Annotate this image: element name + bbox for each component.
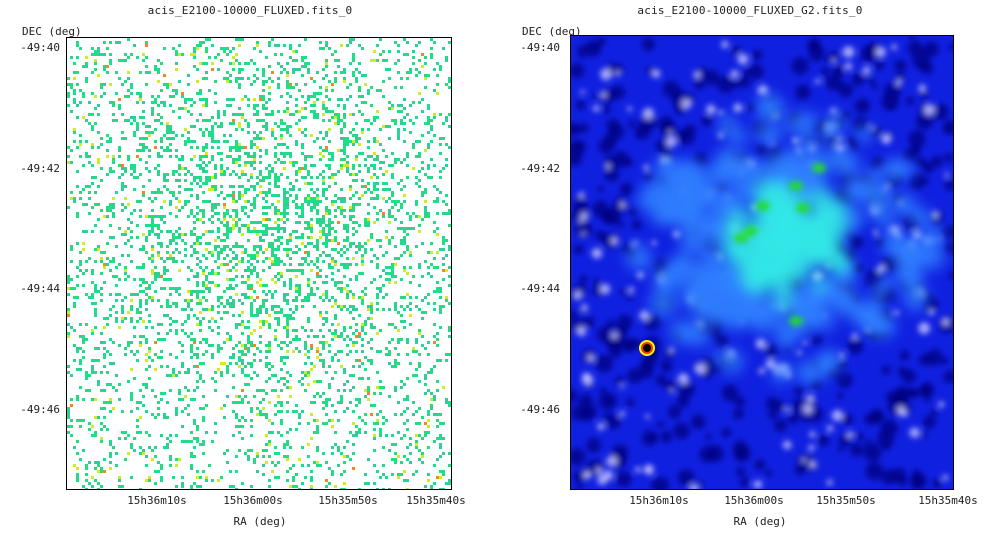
right-ytick-1: -49:40: [520, 41, 560, 54]
left-ytick-1: -49:40: [20, 41, 60, 54]
left-counts-image: [67, 38, 451, 489]
left-image-panel: acis_E2100-10000_FLUXED.fits_0 DEC (deg)…: [20, 4, 466, 528]
left-ytick-4: -49:46: [20, 403, 60, 416]
left-xtick-4: 15h35m40s: [406, 494, 466, 507]
right-xtick-1: 15h36m10s: [629, 494, 689, 507]
left-xtick-3: 15h35m50s: [318, 494, 378, 507]
left-ytick-2: -49:42: [20, 162, 60, 175]
right-xtick-3: 15h35m50s: [816, 494, 876, 507]
left-xtick-1: 15h36m10s: [127, 494, 187, 507]
right-ytick-3: -49:44: [520, 282, 560, 295]
right-xtick-4: 15h35m40s: [918, 494, 978, 507]
right-y-axis-label: DEC (deg): [522, 25, 582, 38]
left-ytick-3: -49:44: [20, 282, 60, 295]
right-xtick-2: 15h36m00s: [724, 494, 784, 507]
right-smoothed-image: [571, 36, 953, 489]
right-ytick-2: -49:42: [520, 162, 560, 175]
left-xtick-2: 15h36m00s: [223, 494, 283, 507]
right-x-axis-label: RA (deg): [733, 515, 787, 528]
right-ytick-4: -49:46: [520, 403, 560, 416]
right-image-panel: acis_E2100-10000_FLUXED_G2.fits_0 DEC (d…: [500, 0, 1000, 533]
left-image-canvas[interactable]: [66, 37, 452, 490]
right-image-canvas[interactable]: [570, 35, 954, 490]
left-y-axis-label: DEC (deg): [22, 25, 82, 38]
left-x-axis-label: RA (deg): [233, 515, 287, 528]
left-panel-title: acis_E2100-10000_FLUXED.fits_0: [147, 4, 353, 17]
right-panel-title: acis_E2100-10000_FLUXED_G2.fits_0: [637, 4, 863, 17]
